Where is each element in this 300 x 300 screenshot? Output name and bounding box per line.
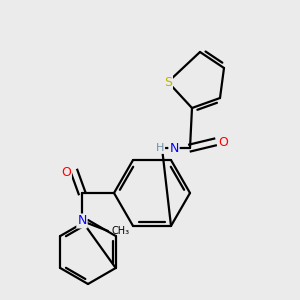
Text: O: O: [218, 136, 228, 148]
Text: N: N: [77, 214, 87, 227]
Text: O: O: [61, 167, 71, 179]
Text: N: N: [169, 142, 179, 154]
Text: CH₃: CH₃: [112, 226, 130, 236]
Text: H: H: [156, 143, 164, 153]
Text: S: S: [164, 76, 172, 88]
